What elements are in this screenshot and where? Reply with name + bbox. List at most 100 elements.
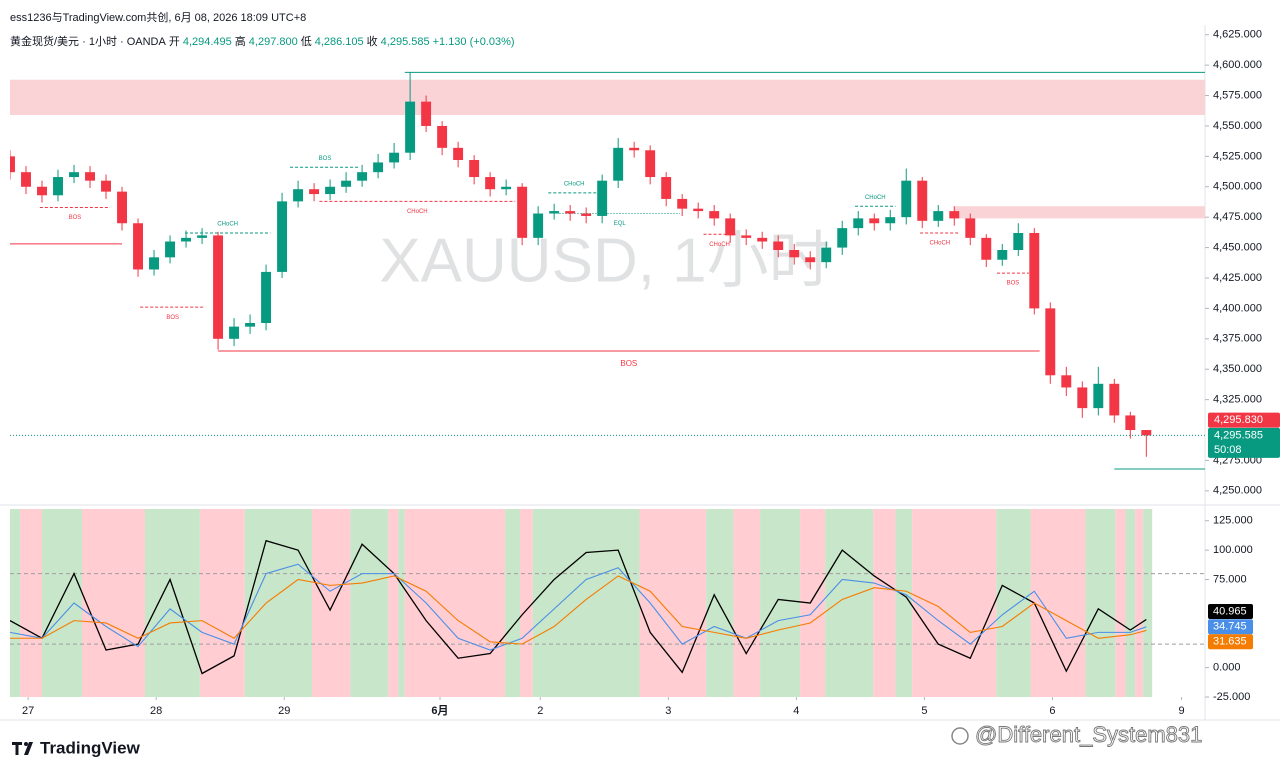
x-tick-label: 9 <box>1178 705 1184 717</box>
candle-body <box>981 237 992 260</box>
structure-label: CHoCH <box>930 241 951 247</box>
value-badge-label: 34.745 <box>1213 621 1247 633</box>
trend-zone <box>895 509 913 697</box>
trend-zone <box>873 509 896 697</box>
trend-zone <box>42 509 83 697</box>
structure-label: CHoCH <box>217 222 238 228</box>
candle-body <box>1061 375 1072 388</box>
trend-zone <box>144 509 200 697</box>
logo <box>12 742 33 755</box>
structure-label: CHoCH <box>564 181 585 187</box>
value-badge <box>1208 619 1253 635</box>
structure-label: CHoCH <box>407 209 428 215</box>
oscillator-pane <box>10 509 1205 697</box>
ohlc-value: 4,294.495 <box>182 36 232 48</box>
candle-body <box>853 218 864 229</box>
candle-body <box>597 180 608 216</box>
candle-body <box>821 247 832 263</box>
trend-zone <box>532 509 640 697</box>
candle-body <box>101 180 111 192</box>
y-tick-label: -25.000 <box>1213 691 1250 703</box>
trend-zone <box>20 509 43 697</box>
y-tick-label: 4,550.000 <box>1213 120 1262 132</box>
value-badge-label: 31.635 <box>1213 636 1247 648</box>
trend-zone <box>520 509 533 697</box>
candle-body <box>10 156 15 173</box>
candle-body <box>1029 232 1040 309</box>
countdown: 50:08 <box>1214 444 1242 456</box>
x-tick-label: 2 <box>537 705 543 717</box>
candle-body <box>229 326 240 339</box>
candle-body <box>1013 232 1024 251</box>
price-pane: BOS BOS CHoCH BOS BOS CHoCH CHoCH EQL CHoCH CHoCH… <box>10 71 1205 470</box>
trend-zone <box>244 509 312 697</box>
candle-body <box>181 237 192 242</box>
y-tick-label: 4,575.000 <box>1213 89 1262 101</box>
trend-zone <box>912 509 997 697</box>
candle-body <box>53 177 63 196</box>
trend-zone <box>10 509 21 697</box>
x-tick-label: 6 <box>1049 705 1055 717</box>
trend-zone <box>505 509 521 697</box>
y-tick-label: 4,625.000 <box>1213 29 1262 41</box>
trend-zone <box>199 509 245 697</box>
oscillator-line <box>10 563 1147 651</box>
candle-body <box>1093 383 1104 409</box>
candle-body <box>1077 387 1088 409</box>
candle-body <box>341 180 352 187</box>
trend-zone <box>996 509 1031 697</box>
ohlc-value: 4,295.585 <box>380 36 430 48</box>
trend-zone <box>733 509 761 697</box>
structure-label: EQL <box>614 221 627 227</box>
trend-zone <box>404 509 506 697</box>
y-tick-label: 4,400.000 <box>1213 302 1262 314</box>
price-badge <box>1208 427 1280 458</box>
candle-body <box>725 218 736 236</box>
y-tick-label: 4,425.000 <box>1213 272 1262 284</box>
change: +1.130 (+0.03%) <box>432 36 515 48</box>
y-tick-label: 125.000 <box>1213 515 1253 527</box>
candle-body <box>437 125 448 148</box>
candle-body <box>421 101 432 126</box>
candle-body <box>405 101 416 153</box>
candle-body <box>565 211 576 214</box>
watermark: XAUUSD, 1小时 <box>379 226 830 295</box>
brand: TradingView <box>40 738 141 757</box>
candle-body <box>469 160 480 178</box>
candle-body <box>965 218 976 238</box>
ohlc-value: 4,286.105 <box>314 36 364 48</box>
y-tick-label: 4,525.000 <box>1213 150 1262 162</box>
y-tick-label: 4,325.000 <box>1213 394 1262 406</box>
candle-body <box>1125 415 1136 431</box>
candle-body <box>37 186 47 196</box>
symbol: 黄金现货/美元 · 1小时 · OANDA <box>10 36 166 48</box>
candle-body <box>21 172 31 187</box>
value-badge <box>1208 634 1253 650</box>
structure-label: CHoCH <box>865 195 886 201</box>
ohlc-name: 收 <box>366 36 378 48</box>
candle-body <box>389 152 400 163</box>
price-badge-label: 4,295.585 <box>1214 429 1263 441</box>
y-tick-label: 4,350.000 <box>1213 363 1262 375</box>
candle-body <box>837 228 848 248</box>
trend-zone <box>398 509 405 697</box>
candle-body <box>869 218 880 224</box>
x-tick-label: 3 <box>665 705 671 717</box>
candle-body <box>773 241 784 251</box>
candle-body <box>661 177 672 199</box>
candle-body <box>245 322 256 327</box>
supply-zone <box>954 206 1205 219</box>
supply-zone <box>10 79 1205 116</box>
trend-zone <box>388 509 399 697</box>
structure-label: CHoCH <box>709 242 730 248</box>
y-tick-label: 4,600.000 <box>1213 59 1262 71</box>
candle-body <box>1045 308 1056 376</box>
structure-label: BOS <box>69 215 82 221</box>
y-tick-label: 4,475.000 <box>1213 211 1262 223</box>
y-tick-label: 4,250.000 <box>1213 485 1262 497</box>
candle-body <box>917 180 928 221</box>
trend-zone <box>1030 509 1086 697</box>
x-tick-label: 29 <box>278 705 290 717</box>
